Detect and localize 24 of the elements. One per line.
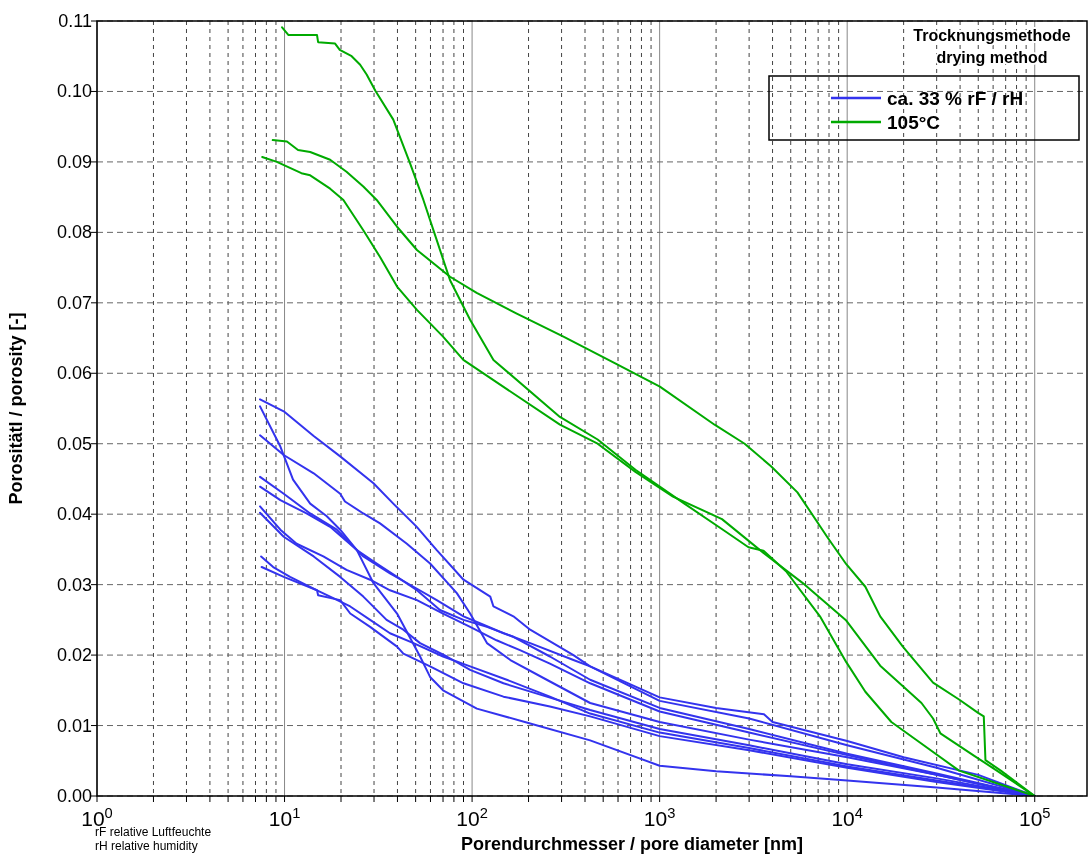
x-tick-label: 10$^{4}$ <box>831 805 863 830</box>
x-tick-label: 10$^{5}$ <box>1018 805 1051 830</box>
y-tick-label: 0.09 <box>56 151 92 172</box>
x-tick-label: 10$^{3}$ <box>643 805 676 830</box>
y-tick-label: 0.04 <box>56 504 92 525</box>
y-tick-label: 0.10 <box>56 81 92 102</box>
x-tick-label: 10$^{1}$ <box>268 805 301 830</box>
legend-title: Trocknungsmethode drying method <box>913 27 1071 66</box>
y-tick-label: 0.07 <box>56 292 92 313</box>
y-tick-label: 0.06 <box>56 363 92 384</box>
y-tick-label: 0.11 <box>58 11 92 31</box>
legend-label: ca. 33 % rF / rH <box>887 88 1024 109</box>
y-tick-label: 0.02 <box>56 645 92 666</box>
x-axis-title: Porendurchmesser / pore diameter [nm] <box>460 834 804 854</box>
y-tick-label: 0.05 <box>56 433 92 454</box>
text: rF relative Luftfeuchte <box>95 825 212 839</box>
y-axis-title: Porositätl / porosity [-] <box>6 312 26 505</box>
y-tick-label: 0.03 <box>56 574 92 595</box>
y-tick-label: 0.08 <box>56 222 92 243</box>
y-tick-label: 0.00 <box>56 786 92 806</box>
text: rH relative humidity <box>95 839 198 853</box>
y-tick-label: 0.01 <box>56 715 92 736</box>
legend-label: 105°C <box>887 112 941 133</box>
x-tick-label: 10$^{2}$ <box>456 805 488 830</box>
